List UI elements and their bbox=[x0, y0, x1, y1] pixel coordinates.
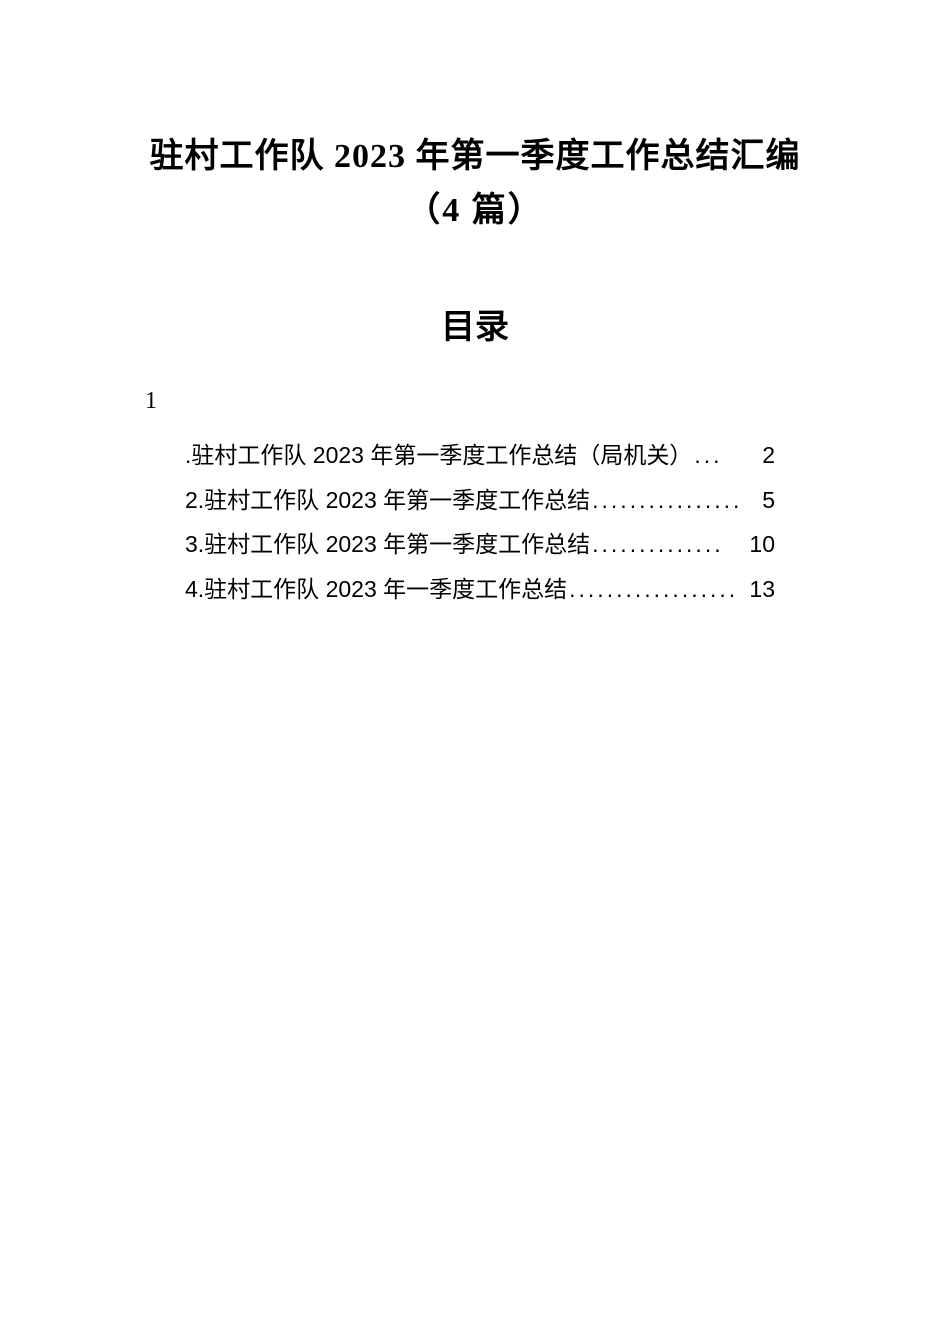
toc-row: 3.驻村工作队 2023 年第一季度工作总结 .............. 10 bbox=[185, 522, 775, 567]
toc-row: .驻村工作队 2023 年第一季度工作总结（局机关） ... 2 bbox=[185, 433, 775, 478]
toc-entry-label: 3.驻村工作队 2023 年第一季度工作总结 bbox=[185, 522, 590, 567]
toc-entry-page: 13 bbox=[749, 567, 775, 612]
toc-entry-page: 10 bbox=[749, 522, 775, 567]
toc-row: 4.驻村工作队 2023 年一季度工作总结 ..................… bbox=[185, 567, 775, 612]
toc-heading: 目录 bbox=[100, 299, 850, 348]
toc-leader: .............. bbox=[590, 522, 749, 567]
toc-entry-page: 5 bbox=[762, 478, 775, 523]
title-line-1: 驻村工作队 2023 年第一季度工作总结汇编 bbox=[100, 130, 850, 184]
toc-entry-label: 2.驻村工作队 2023 年第一季度工作总结 bbox=[185, 478, 590, 523]
toc-block: 1 .驻村工作队 2023 年第一季度工作总结（局机关） ... 2 2.驻村工… bbox=[100, 388, 850, 612]
toc-entry-label: .驻村工作队 2023 年第一季度工作总结（局机关） bbox=[185, 433, 692, 478]
title-line-2: （4 篇） bbox=[100, 184, 850, 238]
toc-leader: ................ bbox=[590, 478, 762, 523]
toc-entries: .驻村工作队 2023 年第一季度工作总结（局机关） ... 2 2.驻村工作队… bbox=[135, 433, 775, 612]
toc-leader: ... bbox=[692, 433, 762, 478]
toc-prefix-number: 1 bbox=[135, 388, 775, 415]
document-title: 驻村工作队 2023 年第一季度工作总结汇编 （4 篇） bbox=[100, 130, 850, 239]
toc-row: 2.驻村工作队 2023 年第一季度工作总结 ................ … bbox=[185, 478, 775, 523]
toc-entry-label: 4.驻村工作队 2023 年一季度工作总结 bbox=[185, 567, 567, 612]
toc-entry-page: 2 bbox=[762, 433, 775, 478]
toc-leader: .................. bbox=[567, 567, 749, 612]
